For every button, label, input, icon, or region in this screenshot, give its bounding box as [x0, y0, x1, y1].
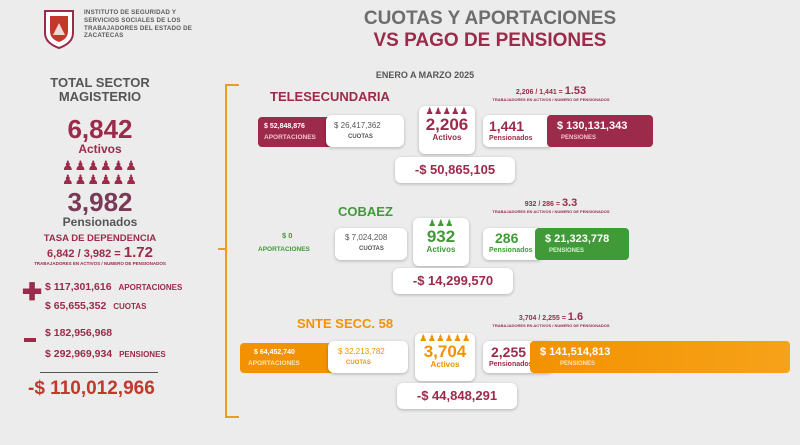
- ratio-value: 3.3: [561, 197, 578, 209]
- page-title-line2: VS PAGO DE PENSIONES: [373, 30, 607, 51]
- cuotas-value: $ 7,024,208: [345, 233, 388, 242]
- cuotas-value: $ 26,417,362: [334, 121, 381, 130]
- cuotas-box: $ 26,417,362 CUOTAS: [326, 115, 404, 147]
- aportaciones-label: APORTACIONES: [248, 360, 300, 367]
- ratio-formula: 3,704 / 2,255 =: [518, 315, 566, 322]
- institute-name: INSTITUTO DE SEGURIDAD Y SERVICIOS SOCIA…: [84, 9, 193, 40]
- ratio-value: 1.6: [567, 311, 584, 323]
- pensionados-label: Pensionados: [62, 215, 138, 229]
- pensionados-value: 1,441: [489, 118, 525, 134]
- group-bracket: [225, 84, 239, 418]
- pensionados-box: 1,441 Pensionados: [483, 115, 553, 147]
- pensiones-pill: $ 141,514,813 PENSIONES: [530, 341, 790, 373]
- ratio-cobaez: 932 / 286 = 3.3 TRABAJADORES EN ACTIVOS …: [478, 197, 624, 214]
- pensiones-label: PENSIONES: [560, 361, 596, 367]
- person-icon: ♟♟♟♟♟♟: [419, 333, 471, 343]
- aportaciones-label: APORTACIONES: [258, 246, 310, 253]
- dependency-ratio: 1.72: [123, 244, 153, 261]
- person-icon: ♟♟♟♟♟♟ ♟♟♟♟♟♟: [62, 158, 138, 187]
- activos-value: 932: [426, 227, 456, 246]
- aportaciones-value: $ 52,848,876: [264, 123, 305, 130]
- difference-telesecundaria: -$ 50,865,105: [395, 157, 515, 183]
- pensionados-value: 286: [495, 230, 519, 246]
- difference-cobaez: -$ 14,299,570: [393, 268, 513, 294]
- cuotas-total: $ 65,655,352: [45, 300, 107, 312]
- ratio-formula: 2,206 / 1,441 =: [515, 89, 563, 96]
- pensionados-label: Pensionados: [489, 247, 533, 254]
- aportaciones-label: APORTACIONES: [264, 134, 316, 141]
- pensiones-total: $ 292,969,934: [45, 348, 113, 360]
- activos-box: ♟♟♟ 932 Activos: [413, 218, 469, 266]
- pensiones-row: $ 292,969,934 PENSIONES: [45, 348, 166, 360]
- pensiones-value: $ 141,514,813: [540, 346, 611, 358]
- bracket-connector: [218, 248, 225, 250]
- minus-icon: [24, 338, 36, 342]
- dependency-formula: 6,842 / 3,982 = 1.72: [0, 244, 200, 261]
- ratio-snte: 3,704 / 2,255 = 1.6 TRABAJADORES EN ACTI…: [478, 311, 624, 328]
- pensiones-label: PENSIONES: [549, 248, 585, 254]
- aportaciones-row: $ 117,301,616 APORTACIONES: [45, 281, 182, 293]
- pensiones-pill: $ 130,131,343 PENSIONES: [547, 115, 653, 147]
- pensionados-value: 2,255: [491, 344, 527, 360]
- dependency-subtitle: TRABAJADORES EN ACTIVOS / NUMERO DE PENS…: [34, 261, 166, 266]
- aportaciones-total: $ 117,301,616: [45, 281, 112, 293]
- ratio-value: 1.53: [564, 85, 587, 97]
- cuotas-box: $ 7,024,208 CUOTAS: [335, 228, 407, 260]
- section-title-snte: SNTE SECC. 58: [297, 316, 394, 331]
- page-title-line1: CUOTAS Y APORTACIONES: [363, 8, 617, 29]
- aportaciones-value: $ 64,452,740: [254, 349, 295, 356]
- person-icon: ♟♟♟♟♟: [425, 106, 469, 116]
- cuotas-label: CUOTAS: [359, 246, 384, 252]
- pensiones-value: $ 130,131,343: [557, 120, 628, 132]
- pensionados-box: 286 Pensionados: [483, 228, 543, 260]
- summary-panel: TOTAL SECTOR MAGISTERIO 6,842 Activos ♟♟…: [0, 75, 200, 230]
- pensiones-label: PENSIONES: [119, 350, 166, 359]
- activos-box: ♟♟♟♟♟♟ 3,704 Activos: [415, 333, 475, 381]
- aportaciones-value: $ 0: [282, 231, 293, 240]
- activos-box: ♟♟♟♟♟ 2,206 Activos: [419, 106, 475, 154]
- period-label: ENERO A MARZO 2025: [375, 70, 475, 80]
- grand-total: -$ 110,012,966: [28, 378, 155, 399]
- ratio-telesecundaria: 2,206 / 1,441 = 1.53 TRABAJADORES EN ACT…: [478, 85, 624, 102]
- dependency-formula-text: 6,842 / 3,982 =: [47, 248, 121, 260]
- ratio-subtitle: TRABAJADORES EN ACTIVOS / NUMERO DE PENS…: [492, 323, 610, 328]
- ratio-subtitle: TRABAJADORES EN ACTIVOS / NUMERO DE PENS…: [492, 209, 610, 214]
- ingresos-total: $ 182,956,968: [45, 327, 113, 339]
- activos-label: Activos: [430, 360, 460, 369]
- cuotas-row: $ 65,655,352 CUOTAS: [45, 300, 146, 312]
- ingresos-row: $ 182,956,968: [45, 327, 112, 339]
- activos-value: 2,206: [425, 115, 469, 134]
- difference-snte: -$ 44,848,291: [397, 383, 517, 409]
- plus-icon: ✚: [22, 279, 43, 306]
- cuotas-label: CUOTAS: [346, 360, 371, 366]
- ratio-formula: 932 / 286 =: [524, 201, 560, 208]
- summary-title: TOTAL SECTOR MAGISTERIO: [50, 75, 150, 104]
- cuotas-label: CUOTAS: [113, 302, 147, 311]
- pensionados-label: Pensionados: [489, 135, 533, 142]
- institute-logo: [41, 9, 77, 50]
- activos-label: Activos: [78, 142, 122, 156]
- activos-label: Activos: [432, 133, 462, 142]
- pensiones-pill: $ 21,323,778 PENSIONES: [535, 228, 629, 260]
- pensionados-value: 3,982: [67, 187, 133, 217]
- cuotas-box: $ 32,213,782 CUOTAS: [328, 341, 408, 373]
- dependency-block: TASA DE DEPENDENCIA 6,842 / 3,982 = 1.72…: [0, 233, 200, 266]
- cuotas-value: $ 32,213,782: [338, 347, 385, 356]
- cuotas-label: CUOTAS: [348, 134, 373, 140]
- activos-label: Activos: [426, 245, 456, 254]
- divider: [40, 372, 158, 373]
- section-title-cobaez: COBAEZ: [338, 204, 393, 219]
- pensiones-value: $ 21,323,778: [545, 233, 610, 245]
- section-title-telesecundaria: TELESECUNDARIA: [270, 89, 390, 104]
- ratio-subtitle: TRABAJADORES EN ACTIVOS / NUMERO DE PENS…: [492, 97, 610, 102]
- activos-value: 6,842: [67, 114, 133, 144]
- aportaciones-label: APORTACIONES: [118, 283, 183, 292]
- pensionados-label: Pensionados: [489, 361, 533, 368]
- person-icon: ♟♟♟: [428, 218, 454, 228]
- pensiones-label: PENSIONES: [561, 135, 597, 141]
- aportaciones-cobaez: $ 0 APORTACIONES: [258, 231, 318, 253]
- aportaciones-pill: $ 64,452,740 APORTACIONES: [240, 343, 344, 373]
- activos-value: 3,704: [423, 342, 467, 361]
- dependency-title: TASA DE DEPENDENCIA: [43, 233, 157, 244]
